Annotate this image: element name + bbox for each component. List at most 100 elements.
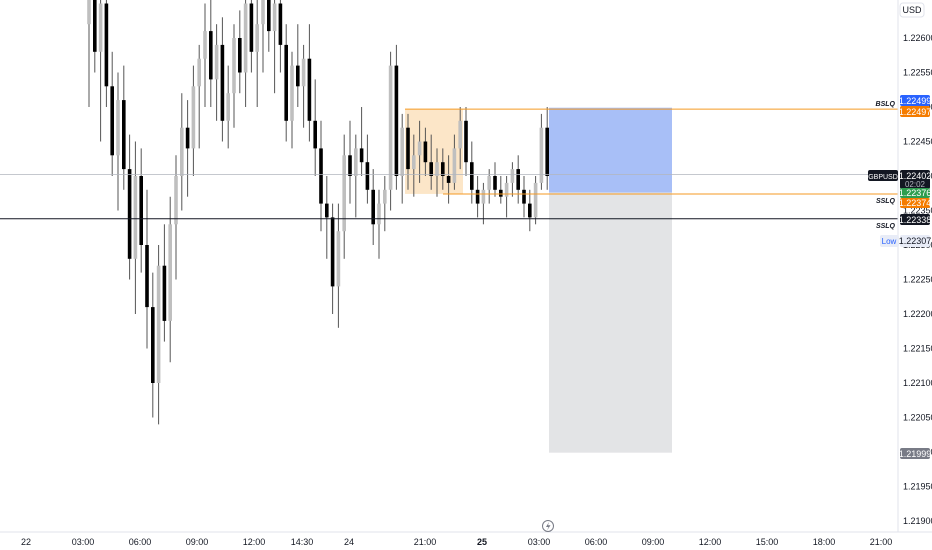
low-label-text: Low <box>882 237 897 246</box>
currency-label: USD <box>902 5 922 15</box>
bslq-line-price-tag-text: 1.22497 <box>899 107 932 117</box>
price-tick-label: 1.22150 <box>903 344 932 354</box>
price-tick-label: 1.22600 <box>903 33 932 43</box>
candle <box>87 0 91 107</box>
candle <box>174 155 178 280</box>
candle <box>116 72 120 211</box>
candle <box>545 107 549 190</box>
sslq-lower-label: SSLQ <box>876 223 896 230</box>
price-tick-label: 1.22450 <box>903 137 932 147</box>
candle <box>383 176 387 232</box>
candlestick-series <box>87 0 549 425</box>
candle <box>475 176 480 218</box>
candle <box>191 65 196 176</box>
candle <box>209 0 213 107</box>
candle <box>93 0 97 73</box>
candle <box>185 100 190 197</box>
candle <box>104 0 109 107</box>
entry-price-tag-text: 1.22376 <box>899 188 932 198</box>
candle <box>290 51 294 149</box>
time-tick-label: 15:00 <box>756 537 779 547</box>
candle <box>493 162 497 197</box>
target-zone[interactable] <box>549 107 672 193</box>
time-tick-label: 03:00 <box>528 537 551 547</box>
candle <box>284 24 288 142</box>
candle <box>470 141 474 204</box>
stop-zone[interactable] <box>549 192 672 453</box>
lightning-icon[interactable] <box>542 520 554 532</box>
candle <box>354 134 358 218</box>
stop-price-tag-text: 1.21999 <box>899 449 932 459</box>
candle <box>261 0 265 73</box>
candle <box>330 203 335 314</box>
time-tick-label: 18:00 <box>813 537 836 547</box>
candle <box>156 245 161 425</box>
candle <box>220 17 225 142</box>
time-tick-label: 12:00 <box>699 537 722 547</box>
candle <box>110 51 114 176</box>
candle <box>249 0 254 73</box>
horizontal-lines[interactable] <box>0 108 898 220</box>
candle <box>267 0 271 52</box>
candle <box>348 120 352 204</box>
price-tick-label: 1.22550 <box>903 68 932 78</box>
time-tick-label: 06:00 <box>585 537 608 547</box>
candle <box>394 44 399 190</box>
sslq-upper-label: SSLQ <box>876 198 896 205</box>
bslq-label: BSLQ <box>876 101 896 108</box>
candle <box>417 120 422 183</box>
symbol-tag <box>868 170 898 181</box>
bslq-line-price-tag <box>900 106 930 117</box>
price-tick-label: 1.21950 <box>903 482 932 492</box>
candle <box>504 176 509 218</box>
time-tick-label: 25 <box>477 537 487 547</box>
candle <box>446 155 451 204</box>
candle <box>127 134 132 280</box>
low-price-tag <box>900 235 930 247</box>
candle <box>452 134 457 190</box>
candle <box>400 113 404 204</box>
time-tick-label: 22 <box>21 537 31 547</box>
candle <box>516 155 520 204</box>
candle <box>423 127 428 176</box>
candle <box>139 148 143 273</box>
candle <box>232 24 236 128</box>
candle <box>145 189 149 349</box>
last-price-tag <box>900 170 930 189</box>
sslq-lower-price-tag <box>900 214 930 225</box>
candle <box>359 107 364 176</box>
candle <box>133 141 138 314</box>
candle <box>528 189 532 232</box>
candle <box>539 113 544 190</box>
currency-badge[interactable] <box>899 2 925 18</box>
time-axis[interactable]: 22 03:00 06:00 09:00 12:00 14:30 24 21:00 25 03:0… <box>21 537 892 547</box>
symbol-tag-text: GBPUSD <box>868 174 898 181</box>
candle <box>510 162 515 197</box>
price-tick-label: 1.22250 <box>903 275 932 285</box>
low-price-tag-text: 1.22307 <box>899 236 932 246</box>
price-tick-label: 1.22350 <box>903 206 932 216</box>
candle <box>371 169 375 245</box>
candle <box>406 113 410 190</box>
candle <box>255 0 259 107</box>
time-tick-label: 09:00 <box>186 537 209 547</box>
bslq-price-tag-text: 1.22499 <box>899 96 932 106</box>
candle <box>122 65 126 190</box>
entry-price-tag <box>900 188 930 198</box>
candle <box>336 203 341 328</box>
candle <box>319 120 323 232</box>
candle <box>533 176 538 225</box>
time-tick-label: 09:00 <box>642 537 665 547</box>
candle <box>162 224 167 342</box>
countdown-text: 02:02 <box>905 180 926 189</box>
position-zones[interactable] <box>405 107 672 453</box>
time-tick-label: 24 <box>344 537 354 547</box>
candle <box>243 0 248 107</box>
candle <box>377 189 381 259</box>
candle <box>278 0 283 73</box>
stop-price-tag <box>900 448 930 459</box>
candle <box>151 272 155 418</box>
sslq-lower-price-tag-text: 1.22338 <box>899 215 932 225</box>
candle <box>214 24 219 121</box>
